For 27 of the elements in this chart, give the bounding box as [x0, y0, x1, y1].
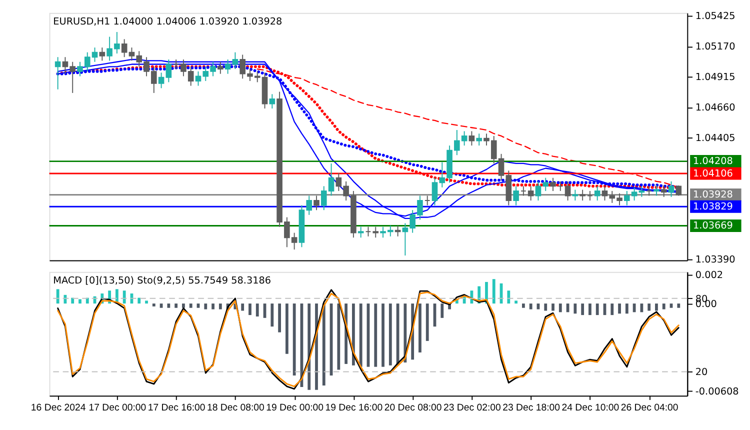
x-tick-label: 17 Dec 16:00 [148, 402, 206, 414]
y2-tick-label: 20 [695, 367, 708, 378]
y-tick-label: 1.05425 [695, 11, 736, 22]
chart-title: MACD [0](13,50) Sto(9,2,5) 55.7549 58.3186 [53, 275, 272, 286]
y-tick-label: 1.05170 [695, 42, 736, 53]
y-tick-label: -0.00608 [695, 386, 739, 398]
y-tick-label: 1.04915 [695, 72, 736, 84]
ref-line-label: 1.03928 [692, 190, 733, 201]
y-tick-label: 1.04405 [695, 133, 736, 144]
y-tick-label: 1.03390 [695, 254, 736, 266]
x-tick-label: 23 Dec 02:00 [443, 402, 501, 414]
y-tick-label: 1.04660 [695, 102, 736, 114]
ref-line-label: 1.04208 [692, 156, 733, 168]
y-tick-label: 0.002 [695, 270, 724, 282]
x-tick-label: 24 Dec 10:00 [562, 402, 620, 414]
x-tick-label: 19 Dec 16:00 [325, 402, 383, 414]
ref-line-label: 1.03669 [692, 220, 733, 232]
x-tick-label: 17 Dec 00:00 [88, 402, 146, 414]
ref-line-label: 1.03829 [692, 202, 733, 213]
x-tick-label: 26 Dec 04:00 [620, 402, 678, 414]
x-tick-label: 16 Dec 2024 [30, 402, 86, 414]
chart-title: EURUSD,H1 1.04000 1.04006 1.03920 1.03928 [53, 16, 282, 28]
x-tick-label: 18 Dec 08:00 [206, 402, 264, 414]
x-tick-label: 20 Dec 08:00 [384, 402, 442, 414]
x-tick-label: 19 Dec 00:00 [266, 402, 324, 414]
ref-line-label: 1.04106 [692, 168, 733, 180]
x-tick-label: 23 Dec 18:00 [502, 402, 560, 414]
